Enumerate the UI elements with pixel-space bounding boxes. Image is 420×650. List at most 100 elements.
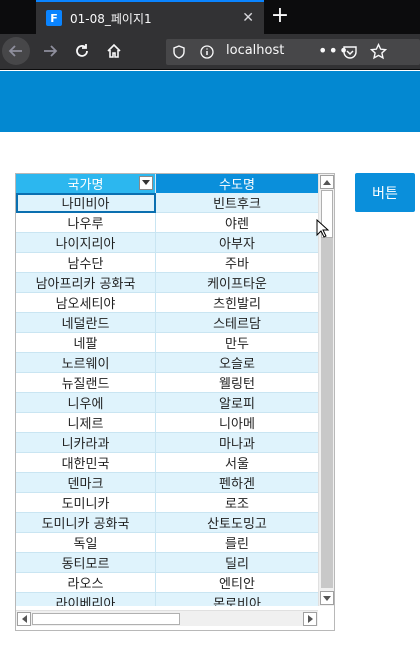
- table-row[interactable]: 대한민국 서울: [16, 453, 318, 473]
- cell-country[interactable]: 독일: [16, 533, 156, 553]
- table-row[interactable]: 도미니카 로조: [16, 493, 318, 513]
- cell-country[interactable]: 니카라과: [16, 433, 156, 453]
- cell-capital[interactable]: 케이프타운: [156, 273, 318, 293]
- grid-body: 나미비아 빈트후크 나우루 야렌 나이지리아 아부자 남수단 주바 남아프리카 공화국 케이프타운…: [16, 193, 318, 606]
- cell-country[interactable]: 대한민국: [16, 453, 156, 473]
- url-bar[interactable]: localhost •••: [166, 39, 420, 65]
- cell-capital[interactable]: 오슬로: [156, 353, 318, 373]
- star-icon[interactable]: [369, 42, 388, 64]
- cell-capital[interactable]: 아부자: [156, 233, 318, 253]
- browser-tab[interactable]: F 01-08_페이지1 ✕: [36, 0, 264, 34]
- table-row[interactable]: 니카라과 마나과: [16, 433, 318, 453]
- cell-country[interactable]: 덴마크: [16, 473, 156, 493]
- table-row[interactable]: 독일 를린: [16, 533, 318, 553]
- cell-country[interactable]: 니제르: [16, 413, 156, 433]
- table-row[interactable]: 네덜란드 스테르담: [16, 313, 318, 333]
- new-tab-button[interactable]: +: [270, 3, 290, 28]
- info-icon[interactable]: [200, 44, 214, 63]
- table-row[interactable]: 남수단 주바: [16, 253, 318, 273]
- table-row[interactable]: 남아프리카 공화국 케이프타운: [16, 273, 318, 293]
- cell-country[interactable]: 동티모르: [16, 553, 156, 573]
- cell-country[interactable]: 노르웨이: [16, 353, 156, 373]
- app-header-bar: [0, 71, 420, 132]
- cell-capital[interactable]: 니아메: [156, 413, 318, 433]
- cell-country[interactable]: 남수단: [16, 253, 156, 273]
- horizontal-scroll-thumb[interactable]: [32, 613, 180, 625]
- cell-capital[interactable]: 엔티안: [156, 573, 318, 593]
- cell-capital[interactable]: 만두: [156, 333, 318, 353]
- reload-icon: [76, 44, 88, 57]
- table-row[interactable]: 동티모르 딜리: [16, 553, 318, 573]
- cell-capital[interactable]: 마나과: [156, 433, 318, 453]
- cell-country[interactable]: 도미니카 공화국: [16, 513, 156, 533]
- cell-country[interactable]: 라오스: [16, 573, 156, 593]
- table-row[interactable]: 뉴질랜드 웰링턴: [16, 373, 318, 393]
- vertical-scrollbar[interactable]: [318, 174, 334, 606]
- cell-country[interactable]: 나우루: [16, 213, 156, 233]
- tab-close-icon[interactable]: ✕: [242, 10, 254, 26]
- cell-country[interactable]: 남오세티야: [16, 293, 156, 313]
- cell-country[interactable]: 뉴질랜드: [16, 373, 156, 393]
- cell-capital[interactable]: 스테르담: [156, 313, 318, 333]
- cell-country[interactable]: 네덜란드: [16, 313, 156, 333]
- table-row[interactable]: 나미비아 빈트후크: [16, 193, 318, 213]
- grid-header: 국가명 수도명: [16, 174, 318, 193]
- cell-country[interactable]: 나이지리아: [16, 233, 156, 253]
- cell-country[interactable]: 니우에: [16, 393, 156, 413]
- table-row[interactable]: 노르웨이 오슬로: [16, 353, 318, 373]
- scroll-right-icon[interactable]: [303, 612, 317, 626]
- arrow-right-icon: [44, 45, 58, 57]
- column-header-country[interactable]: 국가명: [16, 174, 156, 193]
- home-icon: [107, 43, 121, 58]
- mouse-cursor-icon: [316, 219, 330, 238]
- table-row[interactable]: 덴마크 펜하겐: [16, 473, 318, 493]
- scroll-up-icon[interactable]: [320, 175, 334, 189]
- favicon-icon: F: [46, 10, 62, 26]
- url-text[interactable]: localhost: [226, 43, 285, 58]
- cell-capital[interactable]: 로조: [156, 493, 318, 513]
- cell-capital[interactable]: 펜하겐: [156, 473, 318, 493]
- forward-button[interactable]: [36, 37, 64, 65]
- cell-capital[interactable]: 딜리: [156, 553, 318, 573]
- cell-capital[interactable]: 산토도밍고: [156, 513, 318, 533]
- column-header-label: 수도명: [219, 178, 255, 193]
- cell-country[interactable]: 남아프리카 공화국: [16, 273, 156, 293]
- browser-toolbar: localhost •••: [0, 34, 420, 70]
- scroll-down-icon[interactable]: [320, 591, 334, 605]
- cell-capital[interactable]: 몬로비아: [156, 593, 318, 606]
- cell-capital[interactable]: 빈트후크: [156, 193, 318, 213]
- table-row[interactable]: 라오스 엔티안: [16, 573, 318, 593]
- data-grid[interactable]: 국가명 수도명 나미비아 빈트후크 나우루 야렌 나이지리아 아부자 남수단 주바 남아프리카 …: [15, 173, 335, 631]
- cell-country[interactable]: 도미니카: [16, 493, 156, 513]
- home-button[interactable]: [100, 37, 128, 65]
- more-icon[interactable]: •••: [318, 41, 350, 60]
- cell-capital[interactable]: 츠힌발리: [156, 293, 318, 313]
- pocket-icon[interactable]: [342, 44, 358, 64]
- table-row[interactable]: 니제르 니아메: [16, 413, 318, 433]
- scroll-left-icon[interactable]: [17, 612, 31, 626]
- cell-country[interactable]: 라이베리아: [16, 593, 156, 606]
- cell-capital[interactable]: 웰링턴: [156, 373, 318, 393]
- column-header-capital[interactable]: 수도명: [156, 174, 318, 193]
- vertical-scroll-track[interactable]: [321, 238, 333, 588]
- table-row[interactable]: 나우루 야렌: [16, 213, 318, 233]
- reload-button[interactable]: [68, 37, 96, 65]
- table-row[interactable]: 나이지리아 아부자: [16, 233, 318, 253]
- cell-capital[interactable]: 야렌: [156, 213, 318, 233]
- table-row[interactable]: 도미니카 공화국 산토도밍고: [16, 513, 318, 533]
- cell-capital[interactable]: 서울: [156, 453, 318, 473]
- table-row[interactable]: 니우에 알로피: [16, 393, 318, 413]
- horizontal-scrollbar[interactable]: [16, 610, 318, 626]
- cell-capital[interactable]: 알로피: [156, 393, 318, 413]
- filter-dropdown-icon[interactable]: [139, 176, 153, 190]
- back-button[interactable]: [2, 37, 30, 65]
- cell-capital[interactable]: 를린: [156, 533, 318, 553]
- cell-country[interactable]: 네팔: [16, 333, 156, 353]
- action-button[interactable]: 버튼: [355, 173, 415, 212]
- cell-capital[interactable]: 주바: [156, 253, 318, 273]
- cell-country[interactable]: 나미비아: [16, 193, 156, 213]
- table-row[interactable]: 남오세티야 츠힌발리: [16, 293, 318, 313]
- shield-icon[interactable]: [172, 44, 186, 63]
- table-row[interactable]: 네팔 만두: [16, 333, 318, 353]
- table-row[interactable]: 라이베리아 몬로비아: [16, 593, 318, 606]
